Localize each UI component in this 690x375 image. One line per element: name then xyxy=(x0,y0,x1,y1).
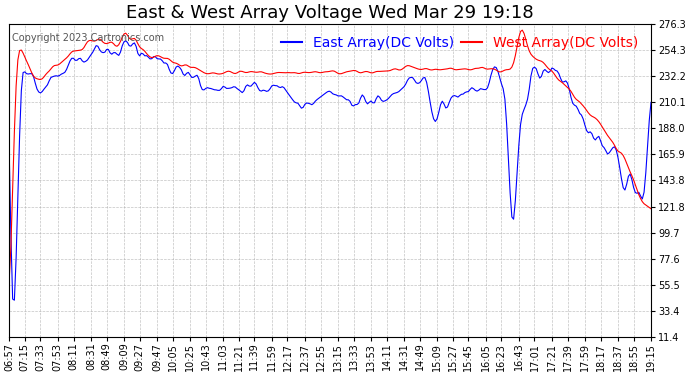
West Array(DC Volts) xyxy=(473,66,481,70)
West Array(DC Volts) xyxy=(117,39,125,44)
West Array(DC Volts) xyxy=(262,71,270,76)
East Array(DC Volts) xyxy=(266,87,274,91)
Legend: East Array(DC Volts), West Array(DC Volts): East Array(DC Volts), West Array(DC Volt… xyxy=(276,31,644,56)
East Array(DC Volts) xyxy=(567,95,575,100)
Line: West Array(DC Volts): West Array(DC Volts) xyxy=(9,30,651,281)
West Array(DC Volts) xyxy=(534,58,542,62)
Line: East Array(DC Volts): East Array(DC Volts) xyxy=(9,41,651,300)
West Array(DC Volts) xyxy=(647,207,655,211)
West Array(DC Volts) xyxy=(518,28,526,32)
West Array(DC Volts) xyxy=(565,87,573,92)
East Array(DC Volts) xyxy=(535,76,544,80)
West Array(DC Volts) xyxy=(5,279,13,283)
West Array(DC Volts) xyxy=(255,70,264,74)
Title: East & West Array Voltage Wed Mar 29 19:18: East & West Array Voltage Wed Mar 29 19:… xyxy=(126,4,534,22)
East Array(DC Volts) xyxy=(118,44,126,48)
East Array(DC Volts) xyxy=(259,88,267,92)
East Array(DC Volts) xyxy=(10,298,19,303)
East Array(DC Volts) xyxy=(121,39,130,43)
East Array(DC Volts) xyxy=(476,86,484,91)
East Array(DC Volts) xyxy=(5,147,13,152)
East Array(DC Volts) xyxy=(647,100,655,105)
Text: Copyright 2023 Cartronics.com: Copyright 2023 Cartronics.com xyxy=(12,33,164,43)
